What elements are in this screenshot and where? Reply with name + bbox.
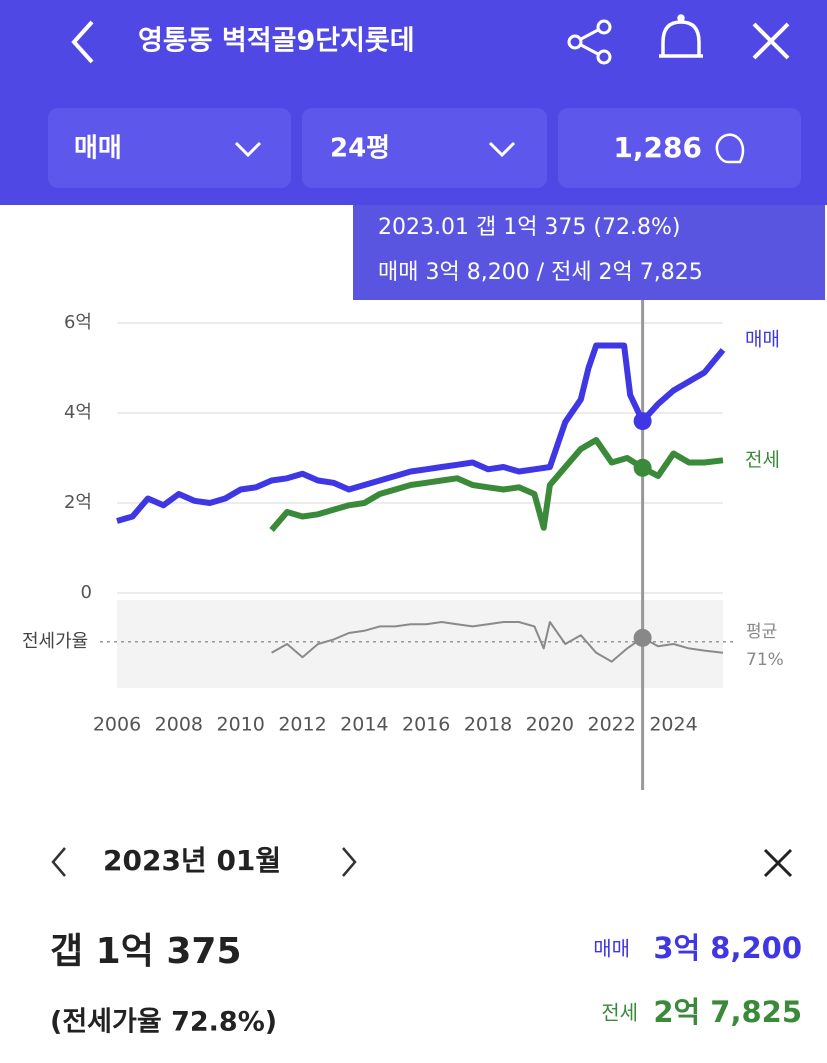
filter-type[interactable] — [48, 108, 291, 188]
y-tick-label: 2억 — [64, 492, 92, 513]
filter-size[interactable] — [302, 108, 547, 188]
x-tick-label: 2006 — [93, 714, 141, 736]
dropdown-icon — [488, 141, 516, 158]
average-name: 평균 — [746, 622, 777, 642]
y-tick-label: 4억 — [64, 402, 92, 423]
detail-gap: 갭 1억 375 — [50, 931, 242, 972]
tooltip-line: 2023.01 갭 1억 375 (72.8%) — [378, 215, 680, 240]
x-tick-label: 2018 — [464, 714, 512, 736]
selected-point — [633, 412, 652, 431]
x-tick-label: 2022 — [588, 714, 636, 736]
comment-count: 1,286 — [613, 131, 702, 164]
x-tick-label: 2008 — [155, 714, 203, 736]
next-month[interactable] — [342, 847, 357, 877]
detail-ratio: (전세가율 72.8%) — [50, 1007, 277, 1038]
x-tick-label: 2020 — [526, 714, 574, 736]
detail-sale: 3억 8,200 — [653, 931, 802, 965]
filter-label: 24평 — [330, 134, 390, 164]
x-tick-label: 2016 — [402, 714, 450, 736]
selected-point — [633, 628, 652, 647]
dropdown-icon — [234, 141, 262, 158]
x-tick-label: 2010 — [216, 714, 264, 736]
header-title: 영통동 벽적골9단지롯데 — [138, 26, 415, 57]
ratio-label: 전세가율 — [22, 631, 88, 652]
detail-close[interactable] — [763, 848, 793, 878]
detail-sale-name: 매매 — [593, 937, 630, 961]
series-label: 전세 — [745, 449, 780, 471]
series-line — [116, 342, 726, 524]
series-label: 매매 — [745, 329, 780, 351]
x-tick-label: 2014 — [340, 714, 388, 736]
detail-date: 2023년 01월 — [103, 844, 281, 877]
close-button[interactable] — [752, 22, 790, 60]
tooltip — [353, 205, 825, 300]
ratio-bg — [117, 600, 723, 688]
filter-label: 매매 — [74, 134, 122, 164]
plot: 0 2억 4억 6억 2006 2008 2010 2012 2014 2016 2018 2020 2… — [22, 300, 784, 790]
selected-point — [633, 458, 652, 477]
alarm-button[interactable] — [659, 14, 703, 58]
x-tick-label: 2012 — [278, 714, 326, 736]
detail-jeonse-name: 전세 — [601, 1001, 638, 1025]
detail-jeonse: 2억 7,825 — [653, 995, 802, 1029]
y-tick-label: 6억 — [64, 312, 92, 333]
x-tick-label: 2024 — [649, 714, 697, 736]
comment-icon — [715, 133, 745, 164]
tooltip-line: 매매 3억 8,200 / 전세 2억 7,825 — [378, 260, 703, 285]
comments-button[interactable] — [558, 108, 801, 188]
back-button[interactable] — [71, 20, 94, 64]
y-tick-label: 0 — [81, 582, 92, 603]
prev-month[interactable] — [51, 847, 66, 877]
share-button[interactable] — [567, 19, 612, 65]
average-value: 71% — [746, 650, 784, 670]
